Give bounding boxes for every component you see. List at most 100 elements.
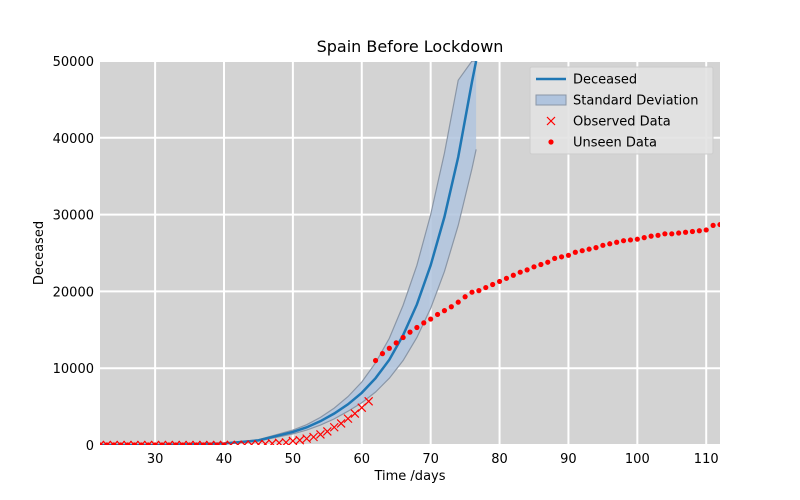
observed-point-stroke xyxy=(106,440,112,445)
unseen-point xyxy=(689,228,696,235)
observed-point xyxy=(247,440,256,445)
observed-point-stroke xyxy=(112,440,119,445)
observed-point-stroke xyxy=(288,436,298,445)
observed-point-stroke xyxy=(123,440,129,445)
unseen-point xyxy=(393,340,399,346)
y-tick-label: 0 xyxy=(86,439,94,454)
unseen-point xyxy=(572,249,578,255)
unseen-point xyxy=(641,235,647,241)
observed-point-stroke xyxy=(316,430,325,439)
observed-point-stroke xyxy=(309,432,318,442)
ticks: 30 40 50 60 70 80 90 100 110 0 10000 20000 30000 4000… xyxy=(53,55,719,467)
observed-point-stroke xyxy=(136,440,143,445)
series-layer xyxy=(100,61,720,445)
observed-point-stroke xyxy=(329,422,339,432)
observed-point xyxy=(157,440,167,445)
observed-point-stroke xyxy=(276,438,284,445)
observed-point xyxy=(102,440,112,445)
x-tick-label: 100 xyxy=(625,452,650,467)
y-tick-label: 40000 xyxy=(53,132,94,147)
unseen-point xyxy=(600,242,606,248)
unseen-point xyxy=(565,252,572,258)
observed-point xyxy=(136,440,146,445)
unseen-point xyxy=(517,269,523,275)
legend-std-swatch xyxy=(535,94,567,106)
unseen-point xyxy=(662,231,668,237)
observed-point-stroke xyxy=(178,440,184,445)
observed-point xyxy=(171,440,181,445)
unseen-point xyxy=(655,232,661,238)
observed-point-stroke xyxy=(216,440,222,445)
observed-point-stroke xyxy=(269,439,277,445)
unseen-point xyxy=(503,275,510,281)
unseen-point xyxy=(372,357,379,364)
x-tick-label: 60 xyxy=(354,452,371,467)
unseen-point xyxy=(696,228,702,234)
observed-point-stroke xyxy=(119,440,126,445)
unseen-point xyxy=(607,241,613,247)
legend-box xyxy=(529,66,714,155)
observed-point-stroke xyxy=(126,440,132,445)
unseen-point xyxy=(386,345,392,351)
x-tick-label: 50 xyxy=(285,452,302,467)
observed-point-stroke xyxy=(154,440,160,445)
observed-point-stroke xyxy=(157,440,163,445)
unseen-point xyxy=(579,248,585,254)
observed-point-stroke xyxy=(171,440,177,445)
unseen-point xyxy=(414,324,420,331)
observed-point xyxy=(260,439,270,445)
observed-point-stroke xyxy=(195,440,201,445)
observed-point xyxy=(281,437,291,445)
unseen-point xyxy=(448,304,454,310)
unseen-point xyxy=(531,264,537,270)
unseen-point xyxy=(627,237,634,243)
observed-point-stroke xyxy=(164,440,170,445)
observed-point-stroke xyxy=(150,440,156,445)
observed-point xyxy=(100,440,105,445)
legend-label: Standard Deviation xyxy=(573,94,698,109)
legend-label: Unseen Data xyxy=(573,136,657,151)
unseen-point xyxy=(545,259,551,265)
observed-point xyxy=(322,426,332,436)
unseen-point xyxy=(552,255,558,261)
observed-point-stroke xyxy=(350,409,360,419)
observed-point-stroke xyxy=(174,440,181,445)
observed-point xyxy=(295,435,305,445)
unseen-point xyxy=(421,320,427,326)
unseen-point xyxy=(510,272,516,278)
unseen-point xyxy=(614,239,620,245)
observed-point-stroke xyxy=(343,414,353,424)
observed-point xyxy=(336,419,346,428)
observed-point xyxy=(123,440,132,445)
observed-point-stroke xyxy=(302,434,312,444)
observed-point xyxy=(109,440,119,445)
unseen-point xyxy=(648,233,654,239)
observed-point-stroke xyxy=(322,426,332,436)
observed-point-stroke xyxy=(256,439,263,445)
unseen-point xyxy=(710,222,716,228)
observed-point-stroke xyxy=(116,440,122,445)
observed-point xyxy=(219,440,229,445)
observed-point-stroke xyxy=(198,440,205,445)
x-tick-label: 40 xyxy=(216,452,233,467)
unseen-point xyxy=(469,289,475,295)
deceased-line xyxy=(100,61,478,445)
observed-point-stroke xyxy=(185,440,191,445)
unseen-point xyxy=(483,284,489,291)
observed-point xyxy=(212,440,222,445)
unseen-point xyxy=(586,246,592,252)
observed-point-stroke xyxy=(188,440,194,445)
unseen-point xyxy=(379,351,386,357)
unseen-point xyxy=(490,281,496,288)
y-tick-label: 20000 xyxy=(53,285,94,300)
observed-point-stroke xyxy=(130,440,136,445)
observed-point xyxy=(143,440,153,445)
observed-point-stroke xyxy=(223,440,229,445)
observed-point xyxy=(329,422,339,432)
unseen-point xyxy=(669,231,675,237)
unseen-point xyxy=(441,308,448,314)
observed-point-stroke xyxy=(243,440,250,445)
observed-point-stroke xyxy=(140,440,146,445)
x-tick-label: 30 xyxy=(147,452,164,467)
